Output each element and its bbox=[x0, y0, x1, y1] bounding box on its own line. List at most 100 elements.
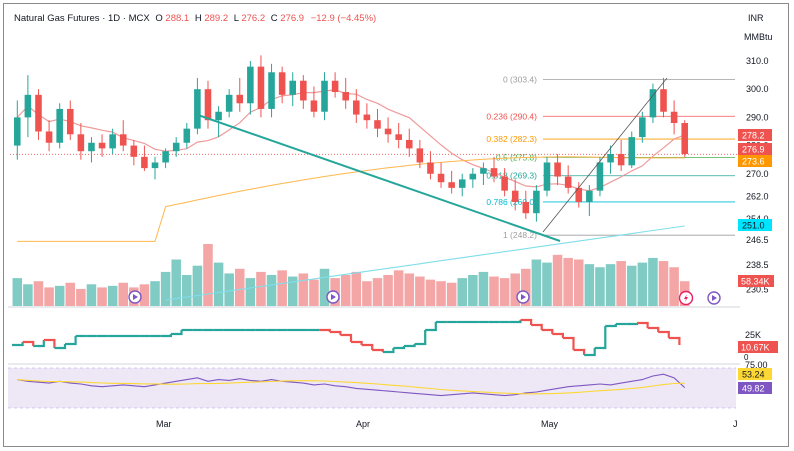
currency-label: INR bbox=[748, 13, 764, 23]
volume-bar bbox=[415, 276, 425, 306]
candle-body[interactable] bbox=[660, 89, 667, 112]
play-icon[interactable] bbox=[516, 290, 530, 304]
candle-body[interactable] bbox=[554, 162, 561, 177]
volume-bar bbox=[510, 273, 520, 306]
badge-osc1 bbox=[738, 341, 778, 353]
candle-body[interactable] bbox=[480, 168, 487, 174]
ma-cyan-line bbox=[165, 225, 685, 301]
candle-body[interactable] bbox=[511, 190, 519, 202]
candle-body[interactable] bbox=[533, 190, 540, 214]
play-icon[interactable] bbox=[128, 290, 142, 304]
badge-ma-long-text: 273.6 bbox=[742, 157, 765, 167]
moving-averages bbox=[16, 89, 685, 301]
oscillator-segment bbox=[160, 334, 172, 338]
candle-body[interactable] bbox=[289, 80, 297, 95]
candle-body[interactable] bbox=[639, 117, 646, 138]
candle-body[interactable] bbox=[278, 72, 286, 95]
candle-body[interactable] bbox=[384, 128, 392, 135]
candle-body[interactable] bbox=[56, 108, 63, 143]
candle-body[interactable] bbox=[88, 142, 95, 152]
candle-body[interactable] bbox=[575, 187, 583, 202]
candle-body[interactable] bbox=[194, 89, 201, 129]
candle-body[interactable] bbox=[98, 142, 106, 149]
candle-body[interactable] bbox=[310, 100, 318, 112]
candle-body[interactable] bbox=[363, 114, 371, 121]
candle-body[interactable] bbox=[225, 94, 233, 112]
candle-body[interactable] bbox=[77, 134, 85, 152]
candle-body[interactable] bbox=[66, 108, 74, 135]
badge-rsi-ma-text: 49.82 bbox=[742, 384, 765, 394]
candle-body[interactable] bbox=[183, 128, 191, 143]
oscillator-segment bbox=[425, 322, 437, 332]
candle-body[interactable] bbox=[649, 89, 657, 118]
candle-body[interactable] bbox=[247, 66, 254, 104]
candle-body[interactable] bbox=[172, 142, 180, 152]
volume-bar bbox=[139, 284, 150, 306]
candle-body[interactable] bbox=[522, 201, 530, 214]
candle-body[interactable] bbox=[14, 117, 21, 146]
oscillator-segment bbox=[573, 348, 586, 355]
oscillator-segment bbox=[33, 340, 45, 348]
lightning-icon[interactable] bbox=[678, 290, 694, 306]
volume-bar bbox=[616, 261, 626, 306]
candle-body[interactable] bbox=[416, 148, 424, 163]
candle-body[interactable] bbox=[427, 162, 434, 174]
badge-volume-text: 58.34K bbox=[741, 277, 770, 287]
candle-body[interactable] bbox=[268, 72, 275, 109]
candle-body[interactable] bbox=[45, 131, 53, 143]
candle-body[interactable] bbox=[331, 80, 339, 93]
volume-bar bbox=[425, 279, 436, 306]
falling-trendline[interactable] bbox=[197, 114, 561, 242]
fib-diagonal-line[interactable] bbox=[542, 77, 668, 233]
candle-body[interactable] bbox=[24, 94, 32, 118]
play-icon[interactable] bbox=[707, 291, 721, 305]
price-badges: 278.2 276.9 273.6 251.0 58.34K 25K 10.67… bbox=[738, 129, 778, 394]
candle-body[interactable] bbox=[448, 182, 455, 188]
play-icon[interactable] bbox=[326, 290, 340, 304]
candle-body[interactable] bbox=[130, 145, 138, 157]
candle-body[interactable] bbox=[564, 176, 572, 188]
candle-body[interactable] bbox=[437, 173, 445, 183]
candle-body[interactable] bbox=[490, 168, 498, 177]
candle-body[interactable] bbox=[162, 151, 169, 163]
volume-bar bbox=[150, 281, 160, 306]
volume-bar bbox=[351, 271, 362, 306]
oscillator-segment bbox=[351, 340, 363, 345]
candle-body[interactable] bbox=[236, 94, 244, 104]
volume-bar bbox=[542, 262, 552, 306]
candle-body[interactable] bbox=[501, 176, 508, 191]
candle-body[interactable] bbox=[141, 156, 148, 169]
svg-text:Natural Gas Futures ·: Natural Gas Futures · 1D · MCX O 288.1 H… bbox=[14, 13, 376, 24]
candle-body[interactable] bbox=[374, 120, 381, 129]
candle-body[interactable] bbox=[458, 179, 466, 188]
time-axis: Mar Apr May J bbox=[156, 419, 738, 429]
candle-body[interactable] bbox=[321, 80, 328, 112]
candle-body[interactable] bbox=[257, 66, 265, 109]
candle-body[interactable] bbox=[628, 137, 636, 166]
candlesticks[interactable] bbox=[14, 55, 688, 222]
candle-body[interactable] bbox=[109, 134, 116, 149]
fib-level-label: 0.786 (260.0) bbox=[486, 197, 537, 207]
candle-body[interactable] bbox=[607, 154, 614, 163]
candle-body[interactable] bbox=[469, 173, 477, 180]
candle-body[interactable] bbox=[204, 89, 212, 121]
candle-body[interactable] bbox=[596, 162, 604, 191]
candle-body[interactable] bbox=[119, 134, 127, 146]
candle-body[interactable] bbox=[586, 190, 593, 202]
candle-body[interactable] bbox=[681, 123, 688, 155]
price-tick-label: 262.0 bbox=[746, 191, 769, 201]
candle-body[interactable] bbox=[353, 100, 360, 115]
candle-body[interactable] bbox=[405, 139, 413, 149]
candle-body[interactable] bbox=[395, 134, 402, 140]
candle-body[interactable] bbox=[35, 94, 42, 132]
candle-body[interactable] bbox=[617, 154, 625, 166]
candle-body[interactable] bbox=[342, 92, 349, 101]
candle-body[interactable] bbox=[670, 111, 678, 124]
volume-bar bbox=[563, 257, 573, 306]
candle-body[interactable] bbox=[215, 111, 222, 121]
x-label-mar: Mar bbox=[156, 419, 172, 429]
candle-body[interactable] bbox=[300, 80, 307, 101]
candle-body[interactable] bbox=[543, 162, 551, 191]
candle-body[interactable] bbox=[151, 162, 159, 169]
